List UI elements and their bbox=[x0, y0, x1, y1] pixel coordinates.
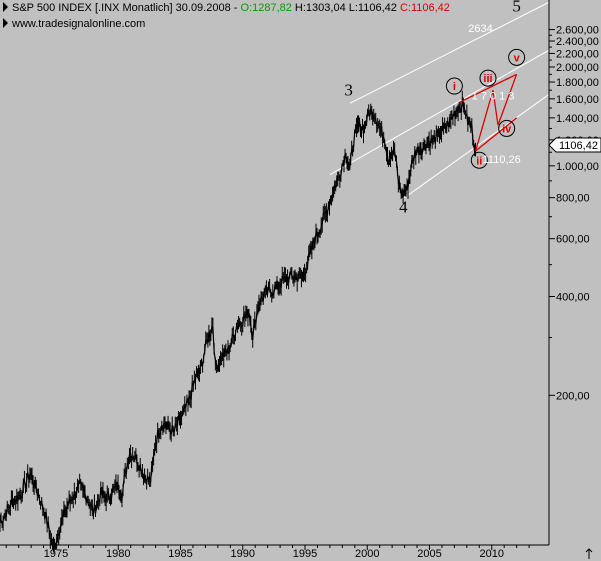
last-price-marker: 1106,42 bbox=[548, 137, 601, 153]
projection-line bbox=[475, 117, 518, 152]
x-axis: 1975 1980 1985 1990 1995 2000 2005 2010 bbox=[5, 545, 530, 560]
last-price-box bbox=[548, 137, 601, 153]
x-tick-label: 1990 bbox=[231, 548, 255, 560]
header-close: C:1106,42 bbox=[400, 2, 450, 14]
y-tick-label: 1.400,00 bbox=[556, 113, 599, 125]
wave-circle-label: ii bbox=[476, 155, 482, 167]
y-tick-label: 800,00 bbox=[556, 193, 590, 205]
header-arrow-icon bbox=[3, 2, 8, 12]
y-tick-label: 1.000,00 bbox=[556, 161, 599, 173]
y-tick-label: 1.800,00 bbox=[556, 77, 599, 89]
scroll-up-arrow-icon[interactable] bbox=[585, 548, 593, 559]
wave-label: 5 bbox=[512, 0, 521, 16]
last-price-label: 1106,42 bbox=[559, 140, 598, 152]
channel-line bbox=[349, 1, 550, 104]
wave-circle bbox=[508, 48, 526, 66]
wave-circle bbox=[445, 77, 463, 95]
y-tick-label: 2.600,00 bbox=[556, 25, 599, 37]
y-tick-label: 2.200,00 bbox=[556, 48, 599, 60]
wave-circle-label: iii bbox=[483, 73, 492, 85]
wave-circle bbox=[479, 69, 497, 87]
x-tick-label: 1985 bbox=[168, 548, 192, 560]
projection-line bbox=[459, 73, 517, 103]
y-axis-panel bbox=[549, 0, 601, 545]
website-arrow-icon bbox=[3, 18, 8, 28]
x-tick-label: 2005 bbox=[417, 548, 441, 560]
channel-line bbox=[329, 49, 550, 176]
header-high: H:1303,04 bbox=[295, 2, 346, 14]
x-tick-label: 1975 bbox=[44, 548, 68, 560]
price-bars bbox=[0, 90, 477, 553]
header-low: L:1106,42 bbox=[349, 2, 397, 14]
y-tick-label: 1.600,00 bbox=[556, 94, 599, 106]
wave-circle bbox=[498, 119, 516, 137]
wave-projection bbox=[459, 73, 518, 152]
value-label: 1110,26 bbox=[483, 154, 521, 166]
x-tick-label: 1995 bbox=[293, 548, 317, 560]
y-tick-label: 200,00 bbox=[556, 390, 590, 402]
y-tick-label: 2.000,00 bbox=[556, 62, 599, 74]
wave-label: 4 bbox=[399, 198, 408, 217]
projection-line bbox=[474, 74, 518, 152]
wave-circle bbox=[470, 151, 488, 169]
wave-circle-label: i bbox=[453, 81, 456, 93]
chart-header: S&P 500 INDEX [.INX Monatlich] 30.09.200… bbox=[3, 2, 450, 30]
x-tick-label: 2010 bbox=[479, 548, 503, 560]
website-label: www.tradesignalonline.com bbox=[11, 18, 145, 30]
header-text: S&P 500 INDEX [.INX Monatlich] 30.09.200… bbox=[12, 2, 450, 14]
wave-label: 3 bbox=[344, 80, 353, 99]
wave-circle-label: v bbox=[514, 52, 521, 64]
wave-circle-label: iv bbox=[502, 123, 512, 135]
value-label: 1 7 0 1 3 bbox=[472, 90, 515, 102]
y-tick-label: 600,00 bbox=[556, 234, 590, 246]
x-tick-label: 1980 bbox=[106, 548, 130, 560]
y-tick-label: 400,00 bbox=[556, 291, 590, 303]
value-label: 2634 bbox=[468, 23, 492, 35]
header-open: O:1287,82 bbox=[240, 2, 291, 14]
x-tick-label: 2000 bbox=[355, 548, 379, 560]
price-line bbox=[0, 99, 476, 549]
header-title: S&P 500 INDEX [.INX Monatlich] 30.09.200… bbox=[12, 2, 240, 14]
y-tick-label: 2.400,00 bbox=[556, 36, 599, 48]
